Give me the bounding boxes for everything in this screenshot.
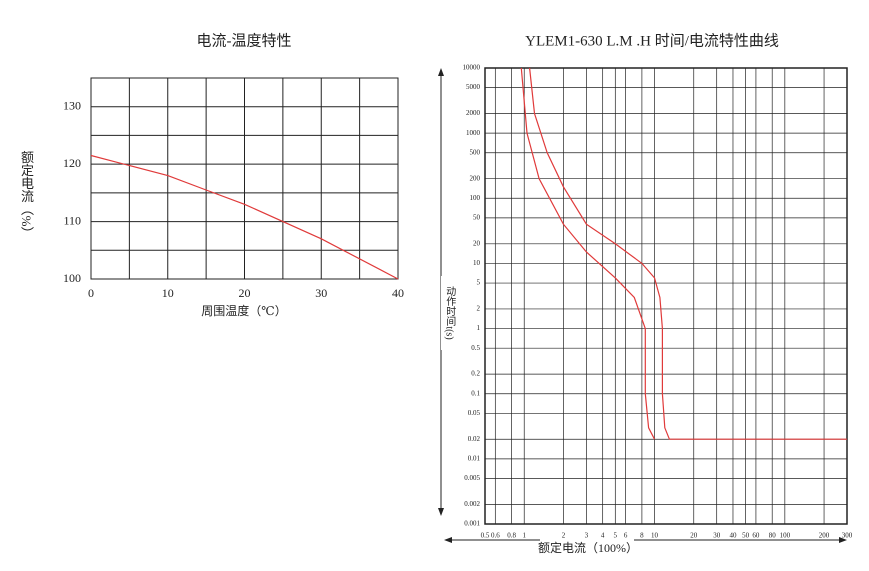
y-tick-label: 5000 [466, 83, 481, 91]
x-tick-label: 2 [562, 532, 566, 540]
curve [90, 154, 399, 280]
y-tick-label: 500 [470, 148, 481, 156]
y-tick-label: 100 [470, 194, 481, 202]
x-tick-label: 20 [239, 286, 251, 300]
y-tick-label: 0.005 [464, 474, 480, 482]
y-tick-label: 200 [470, 174, 481, 182]
x-axis-label: 周围温度（℃） [201, 303, 286, 318]
y-tick-label: 1000 [466, 129, 481, 137]
y-tick-label: 0.05 [468, 409, 481, 417]
x-tick-label: 40 [729, 532, 737, 540]
x-tick-label: 80 [769, 532, 777, 540]
y-tick-label: 120 [63, 156, 81, 170]
y-tick-label: 20 [473, 239, 481, 247]
x-tick-label: 10 [651, 532, 659, 540]
x-axis-label: 额定电流（100%） [538, 540, 638, 555]
curve [529, 67, 847, 440]
y-tick-label: 10 [473, 259, 481, 267]
y-tick-label: 2000 [466, 109, 481, 117]
x-tick-label: 0.5 [481, 532, 490, 540]
x-tick-label: 300 [842, 532, 853, 540]
x-tick-label: 40 [392, 286, 404, 300]
x-tick-label: 6 [624, 532, 628, 540]
x-tick-label: 20 [690, 532, 698, 540]
y-tick-label: 1 [477, 324, 481, 332]
x-tick-label: 0.8 [507, 532, 516, 540]
x-tick-label: 50 [742, 532, 750, 540]
y-tick-label: 100 [63, 271, 81, 285]
y-axis-label: 额定电流（%） [19, 151, 34, 240]
plot-frame [484, 67, 848, 525]
x-tick-label: 60 [752, 532, 760, 540]
chart-title: 电流-温度特性 [197, 32, 292, 49]
x-tick-label: 5 [614, 532, 618, 540]
y-tick-label: 130 [63, 98, 81, 112]
x-tick-label: 3 [585, 532, 589, 540]
x-tick-label: 30 [713, 532, 721, 540]
plot-frame [90, 77, 399, 280]
x-tick-label: 100 [780, 532, 791, 540]
y-tick-label: 0.002 [464, 500, 480, 508]
y-tick-label: 0.02 [468, 435, 481, 443]
y-tick-label: 110 [63, 213, 81, 227]
x-tick-label: 0.6 [491, 532, 500, 540]
x-tick-label: 200 [819, 532, 830, 540]
y-tick-label: 0.001 [464, 520, 480, 528]
y-tick-label: 5 [477, 279, 481, 287]
y-tick-label: 2 [477, 305, 481, 313]
x-tick-label: 1 [522, 532, 526, 540]
x-tick-label: 4 [601, 532, 605, 540]
label-bg [540, 533, 634, 547]
y-tick-label: 0.5 [471, 344, 480, 352]
y-axis-label: 动作时间t(s) [444, 286, 456, 340]
x-tick-label: 0 [88, 286, 94, 300]
label-bg [441, 276, 457, 350]
y-tick-label: 0.2 [471, 370, 480, 378]
x-tick-label: 30 [315, 286, 327, 300]
curve [520, 67, 656, 440]
y-tick-label: 0.01 [468, 454, 481, 462]
x-tick-label: 10 [162, 286, 174, 300]
y-tick-label: 10000 [463, 64, 481, 72]
x-tick-label: 8 [640, 532, 644, 540]
chart-title: YLEM1-630 L.M .H 时间/电流特性曲线 [525, 32, 779, 49]
y-tick-label: 0.1 [471, 389, 480, 397]
y-tick-label: 50 [473, 214, 481, 222]
